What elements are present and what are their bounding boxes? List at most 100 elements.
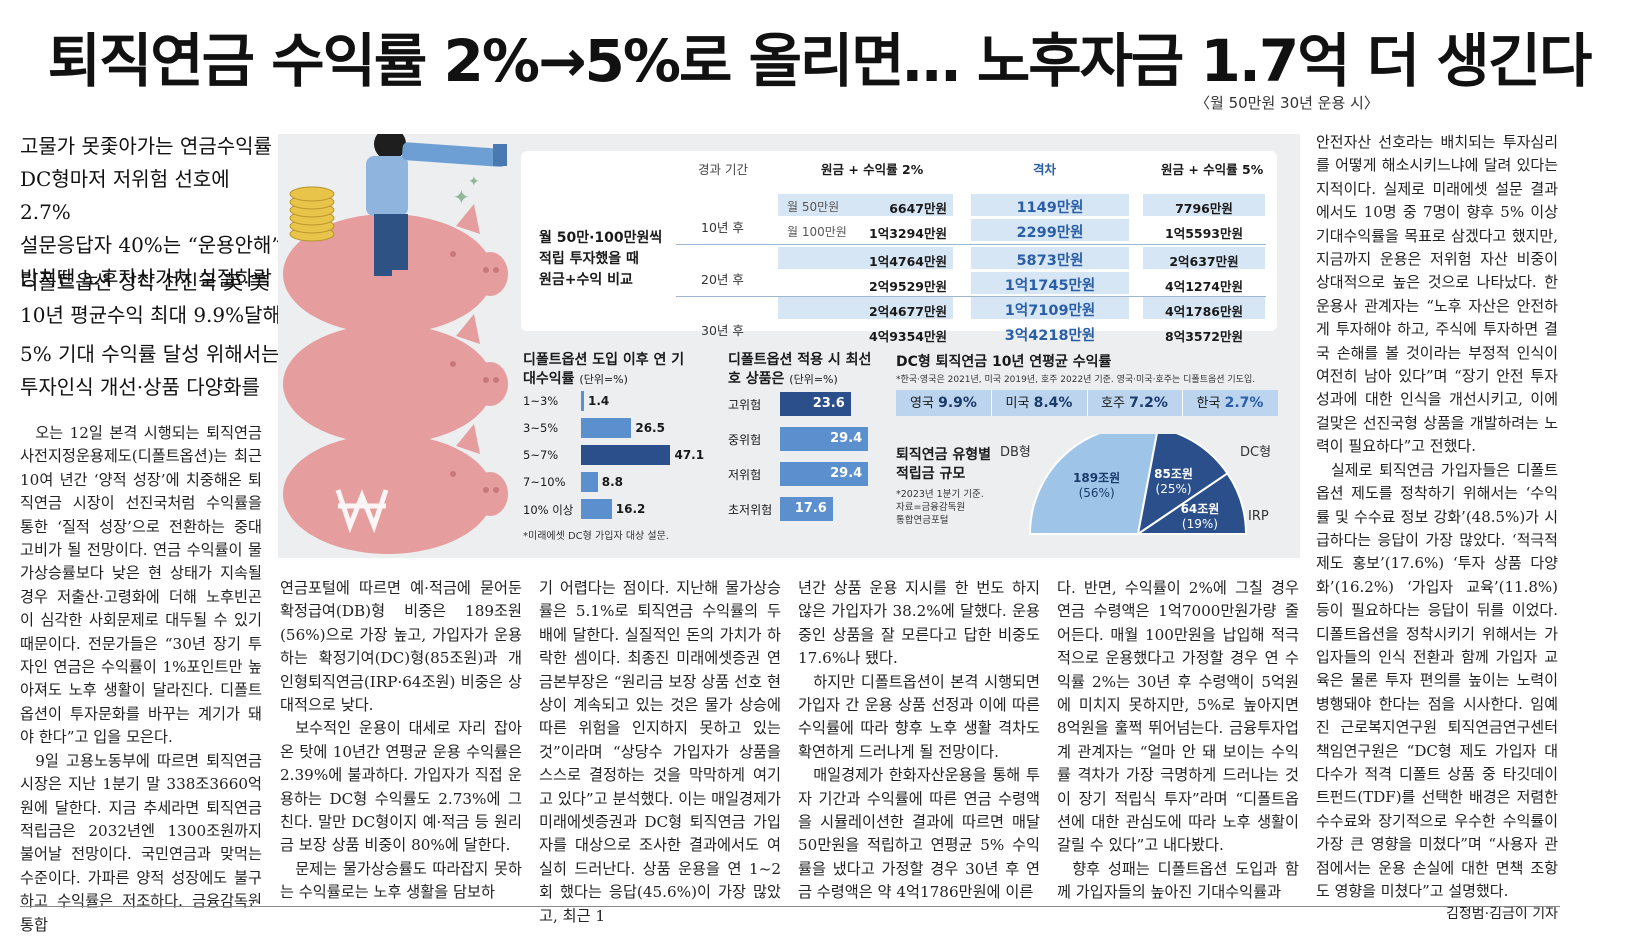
chart2-title-text: 디폴트옵션 적용 시 최선호 상품은 <box>728 352 872 387</box>
pig-stack <box>283 204 508 554</box>
chart4-note-line: 통합연금포털 <box>896 515 949 526</box>
bar-value-label: 23.6 <box>812 396 845 411</box>
chart1-note: *미래에셋 DC형 가입자 대상 설문. <box>523 531 669 542</box>
body-column-3: 기 어렵다는 점이다. 지난해 물가상승률은 5.1%로 퇴직연금 수익률의 두… <box>539 577 781 928</box>
headline: 퇴직연금 수익률 2%→5%로 올리면… 노후자금 1.7억 더 생긴다 <box>47 27 1593 95</box>
band <box>778 297 953 319</box>
pie-slice <box>1136 434 1229 537</box>
byline: 김정범·김금이 기자 <box>1446 906 1558 923</box>
bar-category-label: 중위험 <box>728 433 762 447</box>
country-return-cell: 영국 9.9% <box>896 390 992 416</box>
deck-line: 고물가 못좇아가는 연금수익률 <box>20 134 272 158</box>
paragraph: 기 어렵다는 점이다. 지난해 물가상승률은 5.1%로 퇴직연금 수익률의 두… <box>539 579 781 925</box>
pie-slice-name: IRP <box>1248 509 1269 524</box>
header-gap: 격차 <box>1033 162 1057 177</box>
chart2-unit: (단위=%) <box>789 373 838 386</box>
value-2pct: 4억9354만원 <box>869 329 947 344</box>
country-return-value: 7.2% <box>1129 395 1168 411</box>
band <box>1143 297 1265 319</box>
bar <box>581 499 612 519</box>
value-5pct: 4억1786만원 <box>1165 304 1243 319</box>
table-title-line: 원금+수익 비교 <box>539 272 633 288</box>
bar <box>581 445 671 465</box>
pie-slice <box>1134 472 1248 535</box>
body-column-5: 다. 반면, 수익률이 2%에 그칠 경우 연금 수령액은 1억7000만원가량… <box>1057 577 1299 905</box>
pie-slice-percent: (56%) <box>1079 486 1115 500</box>
paragraph: 실제로 퇴직연금 가입자들은 디폴트옵션 제도를 정착하기 위해서는 ‘수익률 … <box>1316 460 1558 900</box>
bar-category-label: 1~3% <box>523 394 559 408</box>
period-label: 10년 후 <box>701 220 744 235</box>
body-column-2: 연금포털에 따르면 예·적금에 묻어둔 확정급여(DB)형 비중은 189조원(… <box>280 577 522 905</box>
coin-stack <box>289 186 335 242</box>
deck-line: 설문응답자 40%는 “운용안해” <box>20 233 282 257</box>
bar-value-label: 17.6 <box>794 501 827 516</box>
band <box>971 272 1129 294</box>
country-return-strip: 영국 9.9% 미국 8.4% 호주 7.2% 한국 2.7% <box>896 390 1278 416</box>
pie-slice <box>1028 434 1158 535</box>
value-5pct: 1억5593만원 <box>1165 226 1243 241</box>
value-gap: 3억4218만원 <box>1004 328 1096 344</box>
bar-value-label: 26.5 <box>635 421 665 435</box>
value-2pct: 6647만원 <box>889 201 947 216</box>
bar <box>581 418 632 438</box>
paragraph: 다. 반면, 수익률이 2%에 그칠 경우 연금 수령액은 1억7000만원가량… <box>1057 579 1299 855</box>
header-period: 경과 기간 <box>698 162 748 177</box>
bar-category-label: 초저위험 <box>728 503 773 517</box>
period-label: 30년 후 <box>701 323 744 338</box>
value-2pct: 2억4677만원 <box>869 304 947 319</box>
row-sub-label: 월 50만원 <box>787 200 840 214</box>
country-name: 영국 <box>910 396 939 411</box>
country-name: 호주 <box>1101 396 1130 411</box>
country-return-value: 2.7% <box>1224 395 1264 411</box>
svg-text:✦: ✦ <box>468 174 480 190</box>
period-label: 20년 후 <box>701 272 744 287</box>
piggy-bank-illustration: ✦ ✦ <box>283 134 508 554</box>
chart1-unit: (단위=%) <box>579 373 628 386</box>
bar-value-label: 29.4 <box>830 466 863 481</box>
chart4-note-line: 자료=금융감독원 <box>896 502 966 513</box>
country-return-value: 9.9% <box>938 395 977 411</box>
preferred-product-chart: 고위험 23.6 중위험 29.4 저위험 29.4 초저위험 17.6 <box>728 392 878 532</box>
deck-2: 디폴트옵션 정착 선진국 英·美 10년 평균수익 최대 9.9%달해 <box>20 266 282 332</box>
table-title-line: 적립 투자했을 때 <box>539 251 639 267</box>
paragraph: 년간 상품 운용 지시를 한 번도 하지 않은 가입자가 38.2%에 달했다.… <box>798 579 1040 668</box>
chart4-title: 퇴직연금 유형별 적립금 규모 <box>896 447 992 482</box>
bar <box>780 462 869 486</box>
deck-line: 투자인식 개선·상품 다양화를 <box>20 375 260 399</box>
band <box>971 247 1129 269</box>
won-icon <box>335 489 389 534</box>
chart4-note-line: *2023년 1분기 기준. <box>896 489 984 500</box>
value-gap: 1억1745만원 <box>1004 278 1096 294</box>
bar-category-label: 7~10% <box>523 475 566 489</box>
value-5pct: 4억1274만원 <box>1165 279 1243 294</box>
band <box>778 194 953 216</box>
country-return-cell: 호주 7.2% <box>1087 390 1183 416</box>
bar-category-label: 고위험 <box>728 398 762 412</box>
bottom-rule <box>20 906 1560 907</box>
value-gap: 2299만원 <box>1016 225 1084 241</box>
header-5pct: 원금 + 수익률 5% <box>1161 162 1264 177</box>
chart1-title-text: 디폴트옵션 도입 이후 연 기대수익률 <box>523 352 685 387</box>
deck-3: 5% 기대 수익률 달성 위해서는 투자인식 개선·상품 다양화를 <box>20 338 282 404</box>
pie-slice-name: DB형 <box>1000 445 1031 460</box>
paragraph: 9일 고용노동부에 따르면 퇴직연금 시장은 지난 1분기 말 338조3660… <box>20 751 262 934</box>
pie-slice-value: 64조원 <box>1181 502 1220 516</box>
row-divider <box>676 296 1266 297</box>
chart4-note: *2023년 1분기 기준. 자료=금융감독원 통합연금포털 <box>896 488 984 527</box>
chart1-title: 디폴트옵션 도입 이후 연 기대수익률 (단위=%) <box>523 351 693 389</box>
pie-slice-value: 189조원 <box>1073 471 1120 485</box>
value-2pct: 1억3294만원 <box>869 226 947 241</box>
bar-value-label: 16.2 <box>615 502 646 516</box>
value-5pct: 8억3572만원 <box>1165 329 1243 344</box>
paragraph: 오는 12일 본격 시행되는 퇴직연금 사전지정운용제도(디폴트옵션)는 최근 … <box>20 424 262 747</box>
paragraph: 문제는 물가상승률도 따라잡지 못하는 수익률로는 노후 생활을 담보하 <box>280 859 522 902</box>
bar-category-label: 10% 이상 <box>523 503 574 517</box>
deck-1: 고물가 못좇아가는 연금수익률 DC형마저 저위험 선호에 2.7% 설문응답자… <box>20 130 282 295</box>
expected-return-chart: 1~3% 1.4 3~5% 26.5 5~7% 47.1 7~10% 8.8 10% 이상 16.… <box>523 391 723 526</box>
row-sub-label: 월 100만원 <box>787 225 847 239</box>
chart2-title: 디폴트옵션 적용 시 최선호 상품은 (단위=%) <box>728 351 878 389</box>
deck-line: 방치땐 노후자산가치 실질하락 <box>20 266 272 290</box>
band <box>971 297 1129 319</box>
paragraph: 연금포털에 따르면 예·적금에 묻어둔 확정급여(DB)형 비중은 189조원(… <box>280 579 522 715</box>
deck-line: 10년 평균수익 최대 9.9%달해 <box>20 303 281 327</box>
